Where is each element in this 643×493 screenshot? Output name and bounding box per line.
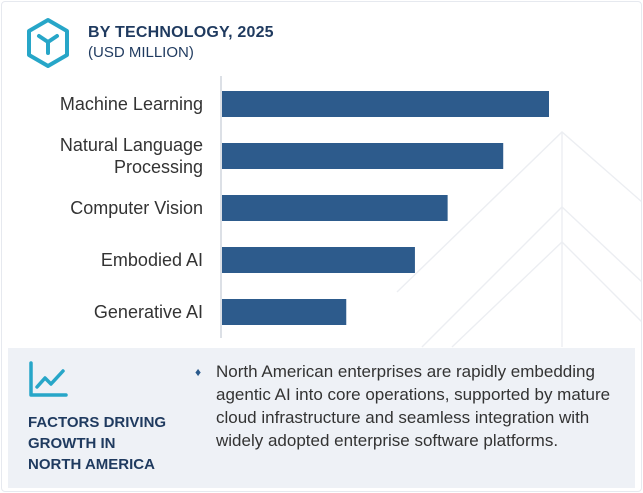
factors-heading-line: NORTH AMERICA bbox=[28, 456, 155, 473]
category-label-line: Embodied AI bbox=[101, 250, 203, 270]
trend-chart-icon bbox=[29, 361, 68, 397]
category-label: Embodied AI bbox=[101, 250, 203, 270]
bar-chart: Machine Learning Natural Language Processi… bbox=[60, 76, 549, 338]
bar-computer-vision bbox=[222, 195, 448, 221]
factors-panel: FACTORS DRIVING GROWTH IN NORTH AMERICA … bbox=[8, 348, 635, 488]
category-label: Computer Vision bbox=[70, 198, 203, 218]
bar-machine-learning bbox=[222, 91, 549, 117]
bar-embodied-ai bbox=[222, 247, 415, 273]
factors-heading-line: GROWTH IN bbox=[28, 435, 116, 452]
category-label-line: Generative AI bbox=[94, 302, 203, 322]
category-label-line: Natural Language bbox=[60, 135, 203, 155]
factors-heading-line: FACTORS DRIVING bbox=[28, 414, 167, 431]
factors-heading: FACTORS DRIVING GROWTH IN NORTH AMERICA bbox=[28, 412, 188, 475]
chart-subtitle: (USD MILLION) bbox=[88, 44, 194, 61]
category-label-line: Machine Learning bbox=[60, 94, 203, 114]
category-label: Natural Language Processing bbox=[60, 135, 203, 177]
category-label: Generative AI bbox=[94, 302, 203, 322]
hexagon-cube-icon bbox=[27, 18, 69, 68]
category-label-line: Computer Vision bbox=[70, 198, 203, 218]
category-label: Machine Learning bbox=[60, 94, 203, 114]
diamond-bullet-icon: ♦ bbox=[195, 365, 202, 379]
chart-title: BY TECHNOLOGY, 2025 bbox=[88, 24, 274, 41]
factors-description: North American enterprises are rapidly e… bbox=[216, 362, 611, 450]
category-label-line: Processing bbox=[114, 157, 203, 177]
bar-natural-language-processing bbox=[222, 143, 504, 169]
bar-generative-ai bbox=[222, 299, 347, 325]
